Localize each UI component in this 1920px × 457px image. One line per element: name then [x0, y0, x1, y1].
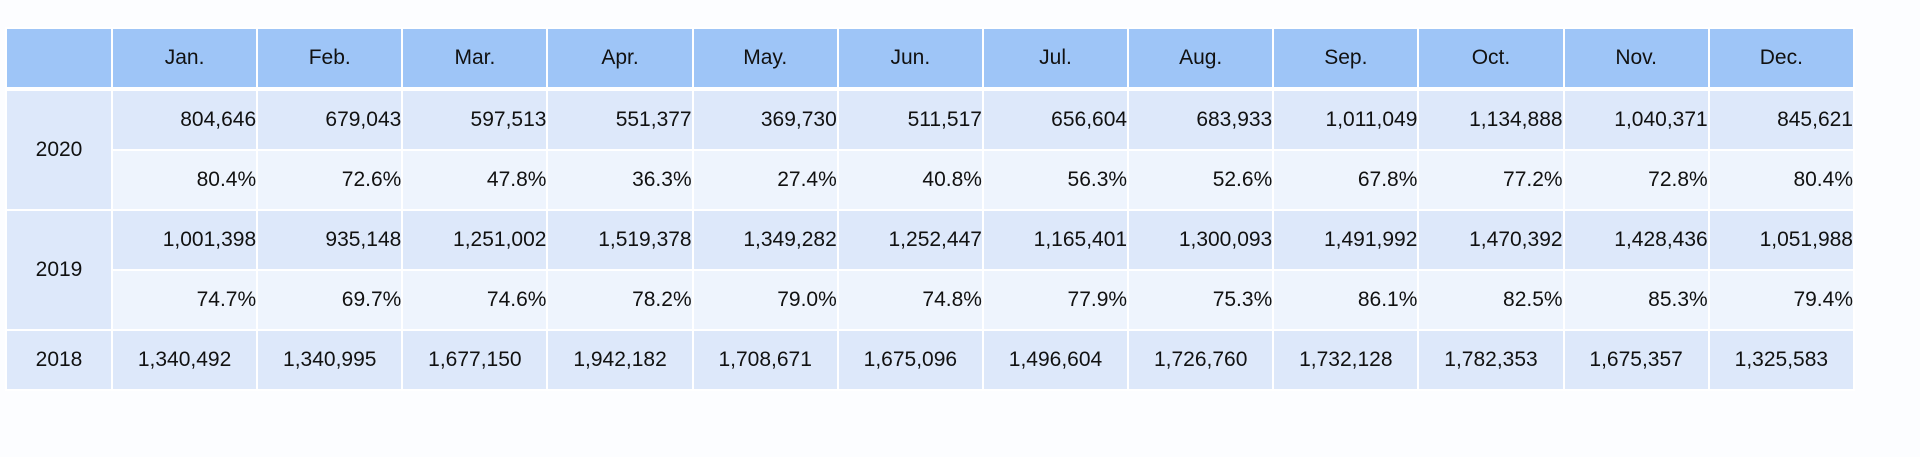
table-cell: 1,470,392 [1417, 209, 1565, 271]
table-cell: 1,340,995 [256, 329, 404, 391]
table-cell: 1,726,760 [1127, 329, 1275, 391]
column-header-may: May. [691, 27, 839, 90]
table-cell: 67.8% [1272, 149, 1420, 211]
table-cell: 85.3% [1562, 269, 1710, 331]
table-cell: 1,051,988 [1707, 209, 1856, 271]
table-cell: 74.7% [110, 269, 259, 331]
table-cell: 75.3% [1127, 269, 1275, 331]
table-cell: 79.4% [1707, 269, 1856, 331]
year-label-2018: 2018 [5, 329, 113, 391]
table-cell: 1,300,093 [1127, 209, 1275, 271]
column-header-feb: Feb. [256, 27, 404, 90]
row-2018-values: 2018 1,340,492 1,340,995 1,677,150 1,942… [5, 329, 1856, 391]
column-header-jan: Jan. [110, 27, 259, 90]
column-header-jul: Jul. [981, 27, 1130, 90]
table-cell: 1,040,371 [1562, 87, 1710, 151]
table-cell: 1,252,447 [836, 209, 984, 271]
column-header-nov: Nov. [1562, 27, 1710, 90]
table-cell: 1,677,150 [401, 329, 549, 391]
table-cell: 36.3% [546, 149, 694, 211]
column-header-aug: Aug. [1127, 27, 1275, 90]
table-cell: 74.6% [401, 269, 549, 331]
table-cell: 52.6% [1127, 149, 1275, 211]
table-cell: 1,325,583 [1707, 329, 1856, 391]
data-table: Jan. Feb. Mar. Apr. May. Jun. Jul. Aug. … [5, 27, 1856, 391]
table-cell: 86.1% [1272, 269, 1420, 331]
table-cell: 74.8% [836, 269, 984, 331]
row-2019-values: 2019 1,001,398 935,148 1,251,002 1,519,3… [5, 209, 1856, 331]
table-cell: 1,428,436 [1562, 209, 1710, 271]
year-label-2019: 2019 [5, 209, 113, 331]
table-cell: 679,043 [256, 87, 404, 151]
table-cell: 1,134,888 [1417, 87, 1565, 151]
table-cell: 1,251,002 [401, 209, 549, 271]
table-cell: 1,675,357 [1562, 329, 1710, 391]
table-cell: 82.5% [1417, 269, 1565, 331]
table-cell: 1,732,128 [1272, 329, 1420, 391]
table-cell: 72.6% [256, 149, 404, 211]
table-cell: 1,349,282 [691, 209, 839, 271]
table-cell: 79.0% [691, 269, 839, 331]
table-cell: 40.8% [836, 149, 984, 211]
table-cell: 1,165,401 [981, 209, 1130, 271]
table-cell: 72.8% [1562, 149, 1710, 211]
table-cell: 47.8% [401, 149, 549, 211]
column-header-apr: Apr. [546, 27, 694, 90]
table-cell: 597,513 [401, 87, 549, 151]
year-label-2020: 2020 [5, 87, 113, 211]
table-cell: 77.9% [981, 269, 1130, 331]
table-cell: 78.2% [546, 269, 694, 331]
column-header-sep: Sep. [1272, 27, 1420, 90]
row-2020-values: 2020 804,646 679,043 597,513 551,377 369… [5, 87, 1856, 211]
table-cell: 1,942,182 [546, 329, 694, 391]
table-cell: 656,604 [981, 87, 1130, 151]
table-cell: 69.7% [256, 269, 404, 331]
header-row: Jan. Feb. Mar. Apr. May. Jun. Jul. Aug. … [5, 27, 1856, 90]
table-cell: 27.4% [691, 149, 839, 211]
table-cell: 1,782,353 [1417, 329, 1565, 391]
table-cell: 80.4% [1707, 149, 1856, 211]
row-2019-percents: 74.7% 69.7% 74.6% 78.2% 79.0% 74.8% 77.9… [6, 269, 1856, 331]
table-cell: 683,933 [1127, 87, 1275, 151]
table-cell: 56.3% [981, 149, 1130, 211]
table-cell: 804,646 [110, 87, 259, 151]
table-cell: 1,011,049 [1272, 87, 1420, 151]
table-cell: 511,517 [836, 87, 984, 151]
table-cell: 1,491,992 [1272, 209, 1420, 271]
table-cell: 1,001,398 [110, 209, 259, 271]
table-cell: 369,730 [691, 87, 839, 151]
column-header-oct: Oct. [1417, 27, 1565, 90]
table-cell: 1,708,671 [691, 329, 839, 391]
column-header-jun: Jun. [836, 27, 984, 90]
corner-cell [5, 27, 113, 90]
table-cell: 1,340,492 [110, 329, 259, 391]
table-cell: 935,148 [256, 209, 404, 271]
table-cell: 1,675,096 [836, 329, 984, 391]
table-cell: 845,621 [1707, 87, 1856, 151]
table-cell: 1,496,604 [981, 329, 1130, 391]
table-cell: 80.4% [110, 149, 259, 211]
table-cell: 77.2% [1417, 149, 1565, 211]
column-header-dec: Dec. [1707, 27, 1856, 90]
table-cell: 551,377 [546, 87, 694, 151]
row-2020-percents: 80.4% 72.6% 47.8% 36.3% 27.4% 40.8% 56.3… [6, 149, 1856, 211]
table-cell: 1,519,378 [546, 209, 694, 271]
column-header-mar: Mar. [401, 27, 549, 90]
